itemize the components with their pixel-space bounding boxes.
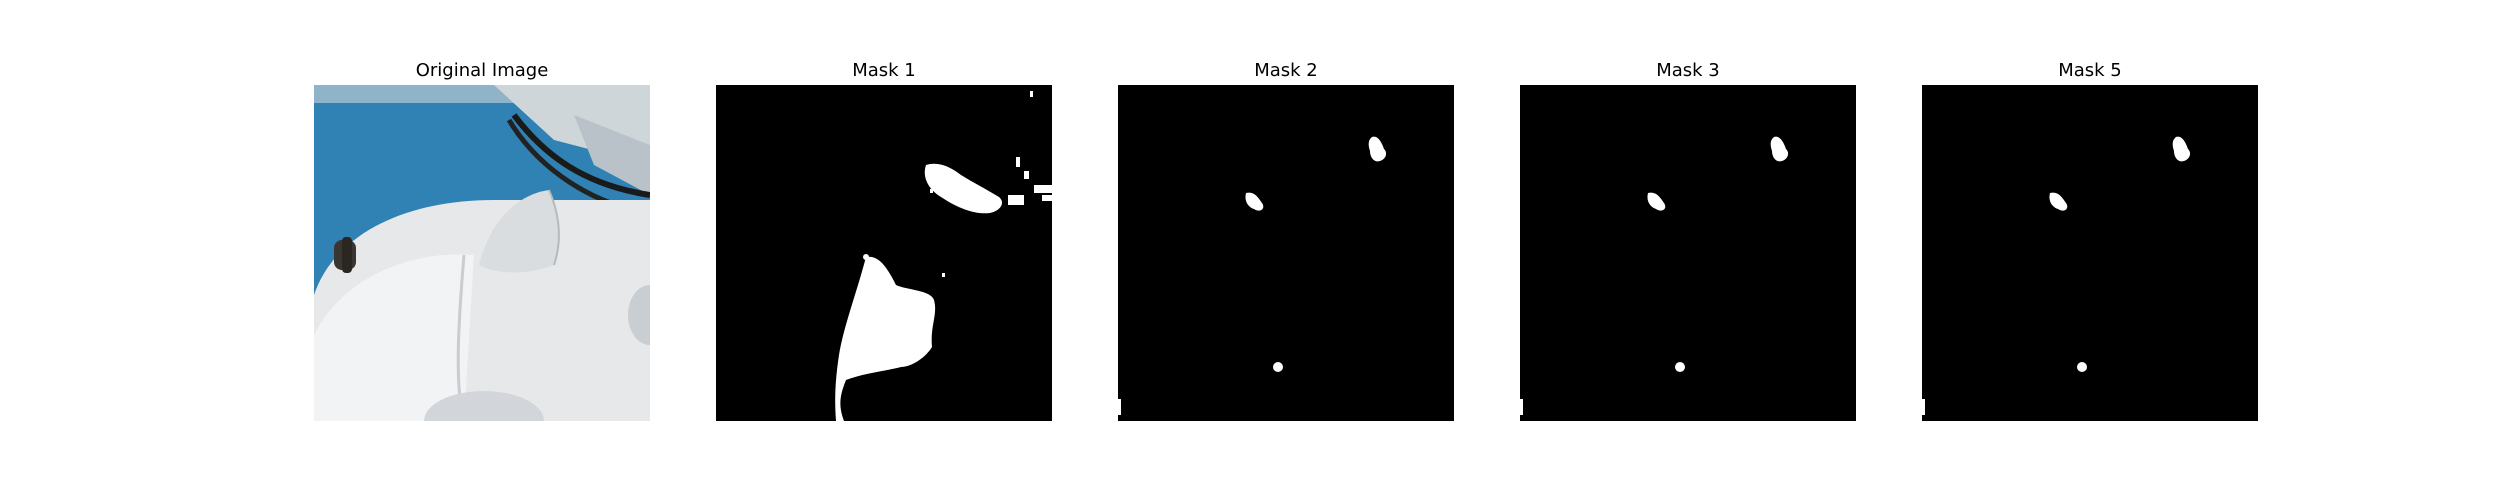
mask-1-panel [716,85,1052,421]
panel-title-mask-5: Mask 5 [2058,60,2122,81]
mask-3-image [1520,85,1856,421]
mask-5-panel [1922,85,2258,421]
mask-2-image [1118,85,1454,421]
original-image [314,85,650,421]
mask-5-image [1922,85,2258,421]
panel-title-mask-3: Mask 3 [1656,60,1720,81]
panel-title-original-image: Original Image [415,60,549,81]
panel-title-mask-2: Mask 2 [1254,60,1318,81]
panel-title-mask-1: Mask 1 [852,60,916,81]
mask-1-image [716,85,1052,421]
original-image-panel [314,85,650,421]
mask-2-panel [1118,85,1454,421]
mask-3-panel [1520,85,1856,421]
